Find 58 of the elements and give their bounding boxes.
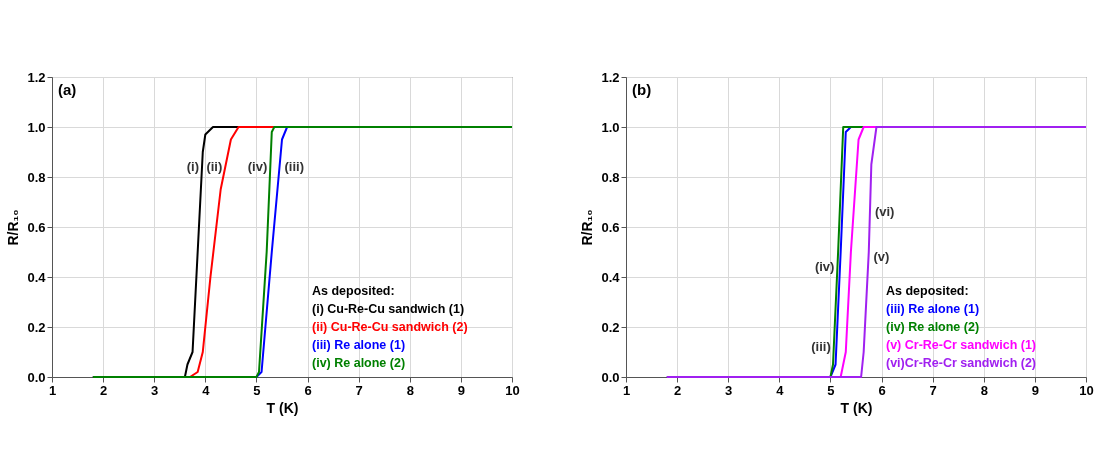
y-axis-title: R/R₁₀ (579, 209, 596, 246)
x-tick-label: 4 (776, 382, 785, 398)
y-tick-label: 0.0 (601, 369, 620, 385)
x-tick-label: 7 (355, 382, 363, 398)
annotation: (iii) (284, 159, 304, 174)
y-tick-label: 0.4 (27, 269, 47, 285)
x-tick-label: 2 (99, 382, 108, 398)
x-tick-label: 3 (151, 382, 159, 398)
x-tick-label: 3 (725, 382, 733, 398)
x-tick-label: 10 (1079, 382, 1094, 398)
y-tick-label: 1.0 (27, 119, 46, 135)
x-tick-label: 6 (878, 382, 886, 398)
x-tick-label: 5 (827, 382, 835, 398)
annotation: (vi) (874, 204, 895, 219)
legend-title: As deposited: (312, 284, 395, 298)
legend-title: As deposited: (886, 284, 969, 298)
x-tick-label: 9 (457, 382, 466, 398)
text: (v) Cr-Re-Cr sandwich (1) (886, 338, 1037, 352)
y-tick-label: 0.0 (27, 369, 46, 385)
y-tick-label: 0.8 (601, 169, 620, 185)
text: (i) Cu-Re-Cu sandwich (1) (312, 302, 465, 316)
text: (iii) Re alone (1) (312, 338, 406, 352)
y-tick-label: 0.4 (601, 269, 621, 285)
x-tick-label: 8 (406, 382, 414, 398)
chart-title: (b) (632, 81, 652, 98)
x-tick-label: 6 (304, 382, 312, 398)
text: (iv) Re alone (2) (886, 320, 980, 334)
x-axis-title: T (K) (266, 399, 299, 416)
annotation: (iii) (811, 339, 831, 354)
annotation: (i) (186, 159, 200, 174)
x-tick-label: 10 (505, 382, 520, 398)
chart-title: (a) (58, 81, 77, 98)
x-tick-label: 5 (253, 382, 261, 398)
y-tick-label: 0.2 (601, 319, 620, 335)
annotation: (ii) (206, 159, 223, 174)
text: (ii) Cu-Re-Cu sandwich (2) (312, 320, 468, 334)
text: (iii) Re alone (1) (886, 302, 980, 316)
x-tick-label: 9 (1031, 382, 1040, 398)
y-tick-label: 1.2 (27, 69, 46, 85)
y-tick-label: 0.6 (601, 219, 620, 235)
y-tick-label: 0.2 (27, 319, 46, 335)
x-axis-title: T (K) (840, 399, 873, 416)
series-label: (vi)Cr-Re-Cr sandwich (2) (886, 356, 1037, 370)
y-tick-label: 1.0 (601, 119, 620, 135)
annotation: (v) (873, 249, 890, 264)
annotation: (iv) (247, 159, 268, 174)
y-tick-label: 0.8 (27, 169, 46, 185)
y-tick-label: 0.6 (27, 219, 46, 235)
x-tick-label: 1 (48, 382, 57, 398)
x-tick-label: 8 (980, 382, 988, 398)
x-tick-label: 4 (202, 382, 211, 398)
annotation: (iv) (814, 259, 835, 274)
y-tick-label: 1.2 (601, 69, 620, 85)
x-tick-label: 7 (929, 382, 937, 398)
x-tick-label: 1 (622, 382, 631, 398)
x-tick-label: 2 (673, 382, 682, 398)
text: (iv) Re alone (2) (312, 356, 406, 370)
y-axis-title: R/R₁₀ (5, 209, 22, 246)
